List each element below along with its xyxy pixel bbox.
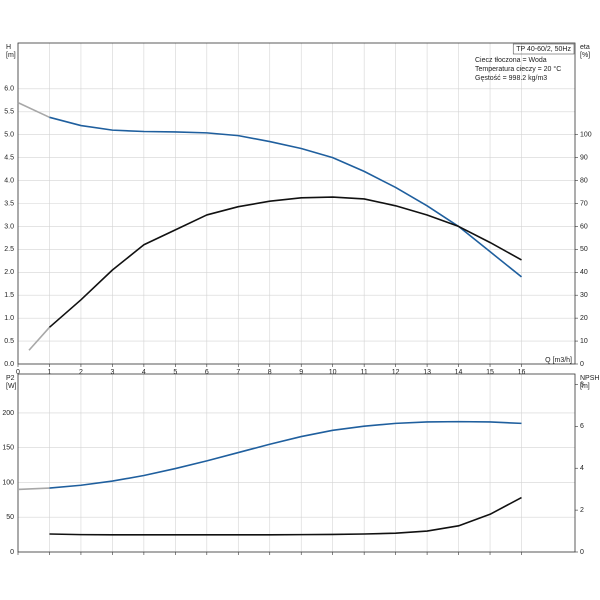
y-tick-label: 100 — [2, 479, 14, 486]
y2-tick-label: 0 — [580, 549, 584, 556]
plot-frame — [17, 42, 576, 365]
curve — [49, 496, 522, 536]
y-tick-label: 200 — [2, 410, 14, 417]
y2-tick-label: 4 — [580, 465, 584, 472]
x-tick-label: 5 — [173, 369, 177, 376]
x-tick-label: 2 — [79, 369, 83, 376]
curve — [28, 326, 51, 351]
y-tick-label: 0.5 — [4, 338, 14, 345]
y-tick-label: 5.5 — [4, 109, 14, 116]
x-tick-label: 6 — [205, 369, 209, 376]
x-tick-label: 12 — [392, 369, 400, 376]
info-line: Ciecz tłoczona = Woda — [475, 57, 547, 64]
curve — [17, 487, 50, 491]
y-tick-label: 2.5 — [4, 246, 14, 253]
curve — [49, 116, 523, 278]
y-tick-label: 4.0 — [4, 177, 14, 184]
x-tick-label: 13 — [423, 369, 431, 376]
y2-axis-label: [%] — [580, 52, 590, 59]
y-axis-label: [m] — [6, 52, 16, 59]
y2-axis-label: NPSH — [580, 375, 599, 382]
plot-frame — [17, 373, 576, 553]
info-title: TP 40-60/2, 50Hz — [516, 46, 571, 53]
y-axis-label: H — [6, 44, 11, 51]
x-tick-label: 15 — [486, 369, 494, 376]
x-tick-label: 3 — [110, 369, 114, 376]
x-tick-label: 11 — [361, 369, 368, 376]
x-tick-label: 8 — [268, 369, 272, 376]
y2-tick-label: 2 — [580, 507, 584, 514]
y-tick-label: 150 — [2, 445, 14, 452]
x-tick-label: 0 — [16, 369, 20, 376]
y-tick-label: 50 — [6, 514, 14, 521]
x-tick-label: 9 — [299, 369, 303, 376]
x-tick-label: 7 — [236, 369, 240, 376]
y-tick-label: 0.0 — [4, 361, 14, 368]
x-axis-label: Q [m3/h] — [545, 357, 572, 364]
y-tick-label: 3.0 — [4, 223, 14, 230]
info-line: Gęstość = 998.2 kg/m3 — [475, 75, 547, 82]
curve — [17, 101, 50, 119]
curve — [48, 196, 522, 328]
x-tick-label: 16 — [518, 369, 526, 376]
y-tick-label: 3.5 — [4, 200, 14, 207]
y2-axis-label: eta — [580, 44, 590, 51]
x-tick-label: 10 — [329, 369, 337, 376]
y2-tick-label: 30 — [580, 292, 588, 299]
y2-tick-label: 8 — [580, 381, 584, 388]
y-tick-label: 1.5 — [4, 292, 14, 299]
y-tick-label: 4.5 — [4, 154, 14, 161]
y2-tick-label: 6 — [580, 423, 584, 430]
y2-tick-label: 70 — [580, 200, 588, 207]
y2-tick-label: 80 — [580, 177, 588, 184]
x-tick-label: 1 — [48, 369, 52, 376]
y2-tick-label: 40 — [580, 269, 588, 276]
y-tick-label: 1.0 — [4, 315, 14, 322]
y2-tick-label: 60 — [580, 223, 588, 230]
y-tick-label: 6.0 — [4, 86, 14, 93]
y-tick-label: 2.0 — [4, 269, 14, 276]
y2-tick-label: 0 — [580, 361, 584, 368]
y-tick-label: 5.0 — [4, 132, 14, 139]
info-line: Temperatura cieczy = 20 °C — [475, 65, 561, 73]
y2-tick-label: 100 — [580, 132, 592, 139]
y-axis-label: P2 — [6, 375, 15, 382]
y2-tick-label: 50 — [580, 246, 588, 253]
y2-tick-label: 20 — [580, 315, 588, 322]
x-tick-label: 4 — [142, 369, 146, 376]
x-tick-label: 14 — [455, 369, 463, 376]
y2-tick-label: 90 — [580, 154, 588, 161]
y2-axis-label: [m] — [580, 383, 590, 390]
y2-tick-label: 10 — [580, 338, 588, 345]
info-box — [512, 43, 575, 55]
y-axis-label: [W] — [6, 383, 17, 390]
y-tick-label: 0 — [10, 549, 14, 556]
curve — [49, 420, 522, 489]
